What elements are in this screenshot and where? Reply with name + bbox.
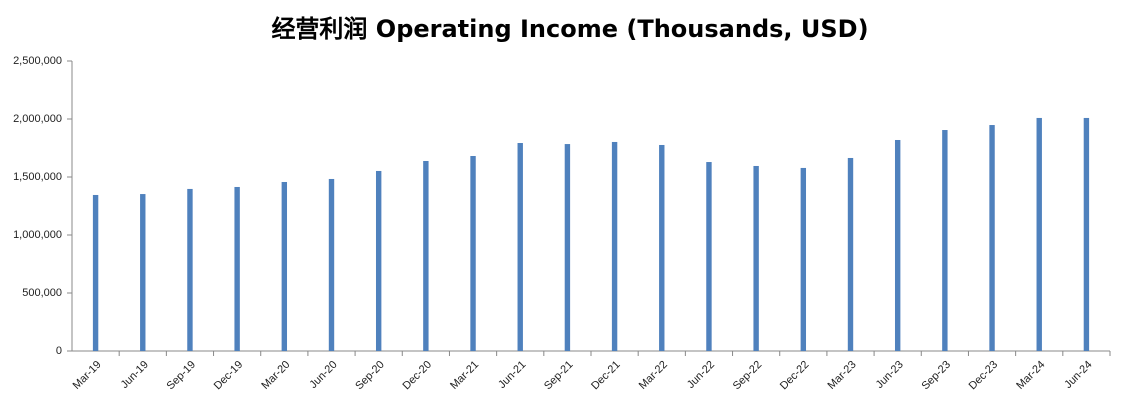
- x-tick-label: Sep-23: [919, 359, 953, 393]
- x-tick-label: Dec-21: [589, 359, 623, 393]
- x-tick-label: Dec-23: [967, 359, 1001, 393]
- bar: [1036, 117, 1042, 352]
- bar: [328, 178, 335, 351]
- bar: [375, 170, 382, 351]
- x-tick-label: Dec-19: [212, 359, 246, 393]
- x-tick-label: Sep-21: [542, 359, 576, 393]
- x-tick-label: Sep-22: [731, 359, 765, 393]
- x-tick-label: Dec-20: [400, 359, 434, 393]
- bar: [92, 194, 99, 351]
- bar: [847, 157, 854, 351]
- bar: [564, 144, 571, 351]
- y-tick-label: 2,000,000: [13, 113, 62, 125]
- x-tick-label: Jun-19: [119, 359, 151, 391]
- bar: [611, 141, 618, 351]
- x-tick-label: Mar-20: [259, 359, 292, 392]
- x-tick-label: Jun-24: [1062, 359, 1094, 391]
- y-tick-label: 0: [56, 345, 62, 357]
- x-tick-label: Jun-20: [307, 359, 339, 391]
- bar: [706, 162, 712, 351]
- x-tick-label: Mar-19: [71, 359, 104, 392]
- x-tick-label: Dec-22: [778, 359, 812, 393]
- bar: [470, 156, 476, 351]
- bar: [753, 165, 759, 351]
- bar: [800, 167, 807, 351]
- x-tick-label: Sep-19: [165, 359, 199, 393]
- bar: [1083, 117, 1090, 352]
- bar: [989, 125, 995, 351]
- y-tick-label: 1,500,000: [13, 171, 62, 183]
- x-tick-label: Mar-22: [637, 359, 670, 392]
- bar: [894, 139, 901, 351]
- x-tick-label: Mar-21: [448, 359, 481, 392]
- x-tick-label: Mar-24: [1014, 359, 1047, 392]
- bar: [423, 160, 429, 351]
- y-tick-label: 1,000,000: [13, 229, 62, 241]
- chart-title: 经营利润 Operating Income (Thousands, USD): [271, 15, 868, 43]
- x-tick-label: Sep-20: [353, 359, 387, 393]
- bar: [659, 144, 665, 351]
- bar: [517, 143, 523, 351]
- bar: [281, 181, 288, 351]
- x-tick-label: Jun-23: [874, 359, 906, 391]
- y-tick-label: 500,000: [22, 287, 62, 299]
- x-tick-label: Jun-22: [685, 359, 717, 391]
- bar: [187, 188, 193, 351]
- x-tick-label: Jun-21: [496, 359, 528, 391]
- x-tick-label: Mar-23: [826, 359, 859, 392]
- bar: [942, 130, 948, 351]
- y-tick-label: 2,500,000: [13, 55, 62, 67]
- bar: [140, 194, 146, 351]
- bar: [234, 186, 240, 351]
